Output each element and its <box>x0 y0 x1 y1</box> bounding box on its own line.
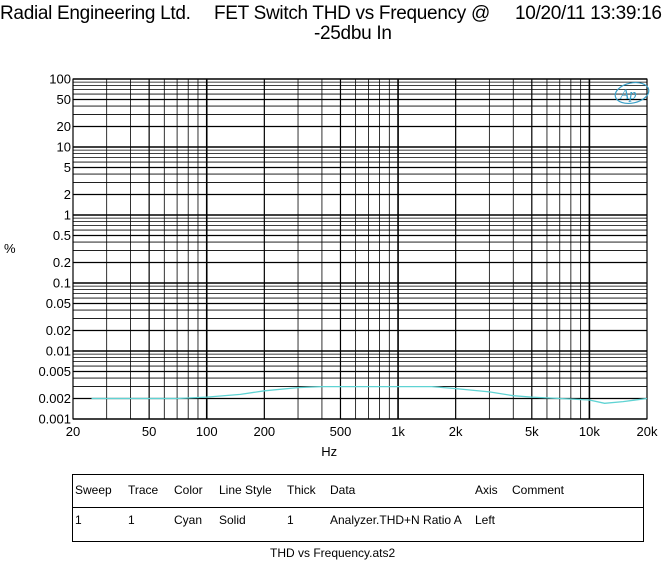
y-tick-label: 50 <box>57 92 71 107</box>
series-layer <box>91 385 648 404</box>
legend-header-data: Data <box>330 483 356 497</box>
legend-header-trace: Trace <box>128 483 159 497</box>
y-tick-label: 0.005 <box>38 364 71 379</box>
y-tick-label: 0.02 <box>46 323 71 338</box>
thd-chart: 100 50 20 10 5 2 1 0.5 0.2 0.1 0.05 0.02 0.01 0.005 0.… <box>4 72 658 460</box>
legend-cell-thick: 1 <box>287 513 294 527</box>
ap-logo-text: Ap <box>619 87 637 103</box>
legend-header-sweep: Sweep <box>75 483 112 497</box>
company-name: Radial Engineering Ltd. <box>0 3 191 24</box>
ap-logo: Ap <box>614 81 650 105</box>
x-tick-label: 50 <box>142 424 156 439</box>
plot-frame <box>72 78 648 420</box>
chart-grid <box>72 78 648 420</box>
series-line-1 <box>91 385 648 404</box>
x-tick-label: 2k <box>449 424 463 439</box>
legend-cell-line-style: Solid <box>219 513 246 527</box>
y-tick-label: 0.1 <box>53 276 71 291</box>
y-tick-label: 0.5 <box>53 228 71 243</box>
legend-header-color: Color <box>174 483 203 497</box>
chart-title-line1: FET Switch THD vs Frequency @ <box>214 3 490 24</box>
legend-header-line-style: Line Style <box>219 483 272 497</box>
y-tick-labels: 100 50 20 10 5 2 1 0.5 0.2 0.1 0.05 0.02 0.01 0.005 0.… <box>38 72 71 427</box>
y-tick-label: 5 <box>64 160 71 175</box>
x-axis-label: Hz <box>321 444 337 459</box>
file-name: THD vs Frequency.ats2 <box>270 546 396 560</box>
legend-divider <box>73 507 643 508</box>
legend-table: Sweep Trace Color Line Style Thick Data … <box>72 474 644 542</box>
x-tick-label: 100 <box>196 424 218 439</box>
y-tick-label: 100 <box>49 72 71 87</box>
legend-cell-sweep: 1 <box>75 513 82 527</box>
y-tick-label: 0.001 <box>38 412 71 427</box>
y-tick-label: 20 <box>57 119 71 134</box>
x-tick-label: 10k <box>579 424 600 439</box>
x-tick-label: 500 <box>330 424 352 439</box>
chart-title-line2: -25dbu In <box>314 23 392 44</box>
legend-header-comment: Comment <box>512 483 565 497</box>
x-tick-label: 200 <box>253 424 275 439</box>
y-axis-label: % <box>4 241 16 256</box>
y-tick-label: 0.2 <box>53 255 71 270</box>
y-tick-label: 0.002 <box>38 391 71 406</box>
x-tick-label: 20k <box>637 424 658 439</box>
legend-header-thick: Thick <box>287 483 316 497</box>
y-tick-label: 2 <box>64 187 71 202</box>
x-tick-labels: 20 50 100 200 500 1k 2k 5k 10k 20k <box>66 424 658 439</box>
legend-cell-trace: 1 <box>128 513 135 527</box>
y-tick-label: 0.05 <box>46 296 71 311</box>
x-tick-label: 5k <box>525 424 539 439</box>
y-tick-label: 0.01 <box>46 344 71 359</box>
legend-cell-axis: Left <box>475 513 496 527</box>
legend-cell-color: Cyan <box>174 513 203 527</box>
y-tick-label: 10 <box>57 140 71 155</box>
timestamp: 10/20/11 13:39:16 <box>515 3 662 24</box>
x-tick-label: 20 <box>66 424 80 439</box>
x-tick-label: 1k <box>391 424 405 439</box>
legend-cell-data: Analyzer.THD+N Ratio A <box>330 513 462 527</box>
y-tick-label: 1 <box>64 208 71 223</box>
legend-header-axis: Axis <box>475 483 498 497</box>
